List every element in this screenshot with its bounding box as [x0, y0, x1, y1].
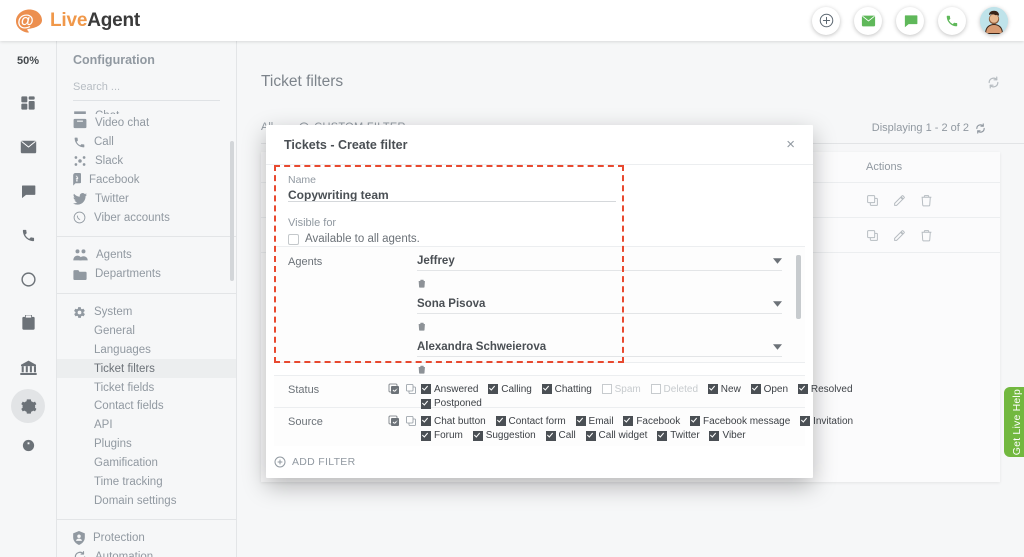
svg-text:@: @	[17, 11, 34, 30]
